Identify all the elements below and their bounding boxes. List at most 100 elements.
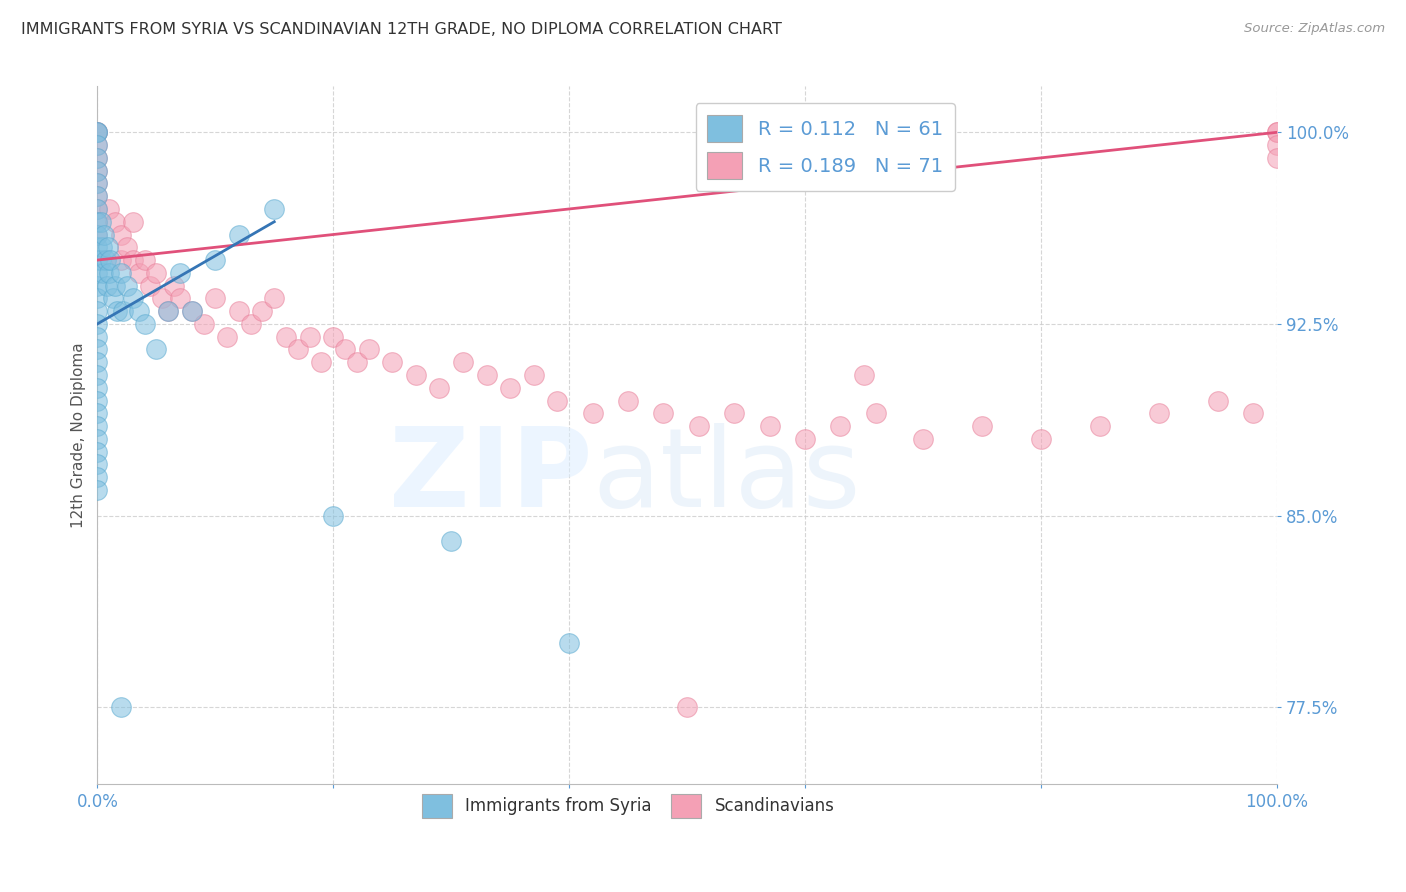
Point: [499, 381, 522, 395]
Point: [263, 202, 285, 216]
Point: [970, 419, 993, 434]
Point: [451, 355, 474, 369]
Point: [86, 368, 108, 382]
Point: [86, 278, 108, 293]
Point: [830, 419, 852, 434]
Point: [163, 278, 186, 293]
Point: [110, 227, 132, 242]
Point: [134, 253, 156, 268]
Point: [86, 444, 108, 458]
Point: [157, 304, 180, 318]
Point: [1206, 393, 1229, 408]
Point: [86, 470, 108, 484]
Point: [98, 266, 121, 280]
Point: [86, 240, 108, 254]
Point: [228, 227, 250, 242]
Point: [86, 125, 108, 139]
Point: [86, 189, 108, 203]
Point: [86, 138, 108, 153]
Point: [86, 292, 108, 306]
Point: [128, 304, 150, 318]
Point: [546, 393, 568, 408]
Point: [440, 534, 463, 549]
Point: [865, 406, 887, 420]
Point: [429, 381, 451, 395]
Point: [86, 227, 108, 242]
Point: [298, 329, 321, 343]
Point: [121, 253, 143, 268]
Point: [86, 304, 108, 318]
Point: [86, 355, 108, 369]
Point: [98, 253, 121, 268]
Point: [1029, 432, 1052, 446]
Point: [1265, 125, 1288, 139]
Point: [86, 432, 108, 446]
Point: [86, 202, 108, 216]
Point: [322, 329, 344, 343]
Point: [676, 700, 699, 714]
Point: [98, 202, 121, 216]
Point: [104, 215, 127, 229]
Point: [91, 266, 114, 280]
Text: IMMIGRANTS FROM SYRIA VS SCANDINAVIAN 12TH GRADE, NO DIPLOMA CORRELATION CHART: IMMIGRANTS FROM SYRIA VS SCANDINAVIAN 12…: [21, 22, 782, 37]
Point: [86, 227, 108, 242]
Point: [86, 189, 108, 203]
Point: [180, 304, 202, 318]
Point: [128, 266, 150, 280]
Point: [86, 419, 108, 434]
Point: [86, 125, 108, 139]
Point: [134, 317, 156, 331]
Point: [86, 381, 108, 395]
Point: [86, 253, 108, 268]
Point: [217, 329, 239, 343]
Point: [758, 419, 780, 434]
Point: [1265, 151, 1288, 165]
Point: [723, 406, 745, 420]
Point: [96, 278, 118, 293]
Point: [86, 151, 108, 165]
Point: [381, 355, 404, 369]
Point: [157, 304, 180, 318]
Point: [558, 636, 581, 650]
Point: [145, 266, 167, 280]
Legend: Immigrants from Syria, Scandinavians: Immigrants from Syria, Scandinavians: [415, 788, 841, 824]
Point: [204, 253, 226, 268]
Point: [139, 278, 162, 293]
Point: [94, 253, 117, 268]
Point: [86, 163, 108, 178]
Point: [204, 292, 226, 306]
Point: [346, 355, 368, 369]
Text: ZIP: ZIP: [389, 424, 593, 531]
Point: [405, 368, 427, 382]
Point: [1265, 125, 1288, 139]
Point: [86, 317, 108, 331]
Point: [86, 177, 108, 191]
Point: [115, 278, 138, 293]
Point: [263, 292, 285, 306]
Point: [853, 125, 876, 139]
Point: [104, 278, 127, 293]
Point: [86, 138, 108, 153]
Point: [86, 458, 108, 472]
Point: [86, 125, 108, 139]
Point: [239, 317, 262, 331]
Point: [322, 508, 344, 523]
Point: [617, 393, 640, 408]
Point: [86, 125, 108, 139]
Point: [110, 266, 132, 280]
Point: [169, 266, 191, 280]
Point: [287, 343, 309, 357]
Point: [115, 240, 138, 254]
Point: [90, 215, 112, 229]
Y-axis label: 12th Grade, No Diploma: 12th Grade, No Diploma: [72, 343, 86, 528]
Point: [193, 317, 215, 331]
Point: [86, 343, 108, 357]
Point: [91, 240, 114, 254]
Point: [911, 432, 934, 446]
Point: [853, 368, 876, 382]
Point: [86, 177, 108, 191]
Point: [1147, 406, 1170, 420]
Point: [86, 151, 108, 165]
Point: [86, 483, 108, 497]
Point: [121, 215, 143, 229]
